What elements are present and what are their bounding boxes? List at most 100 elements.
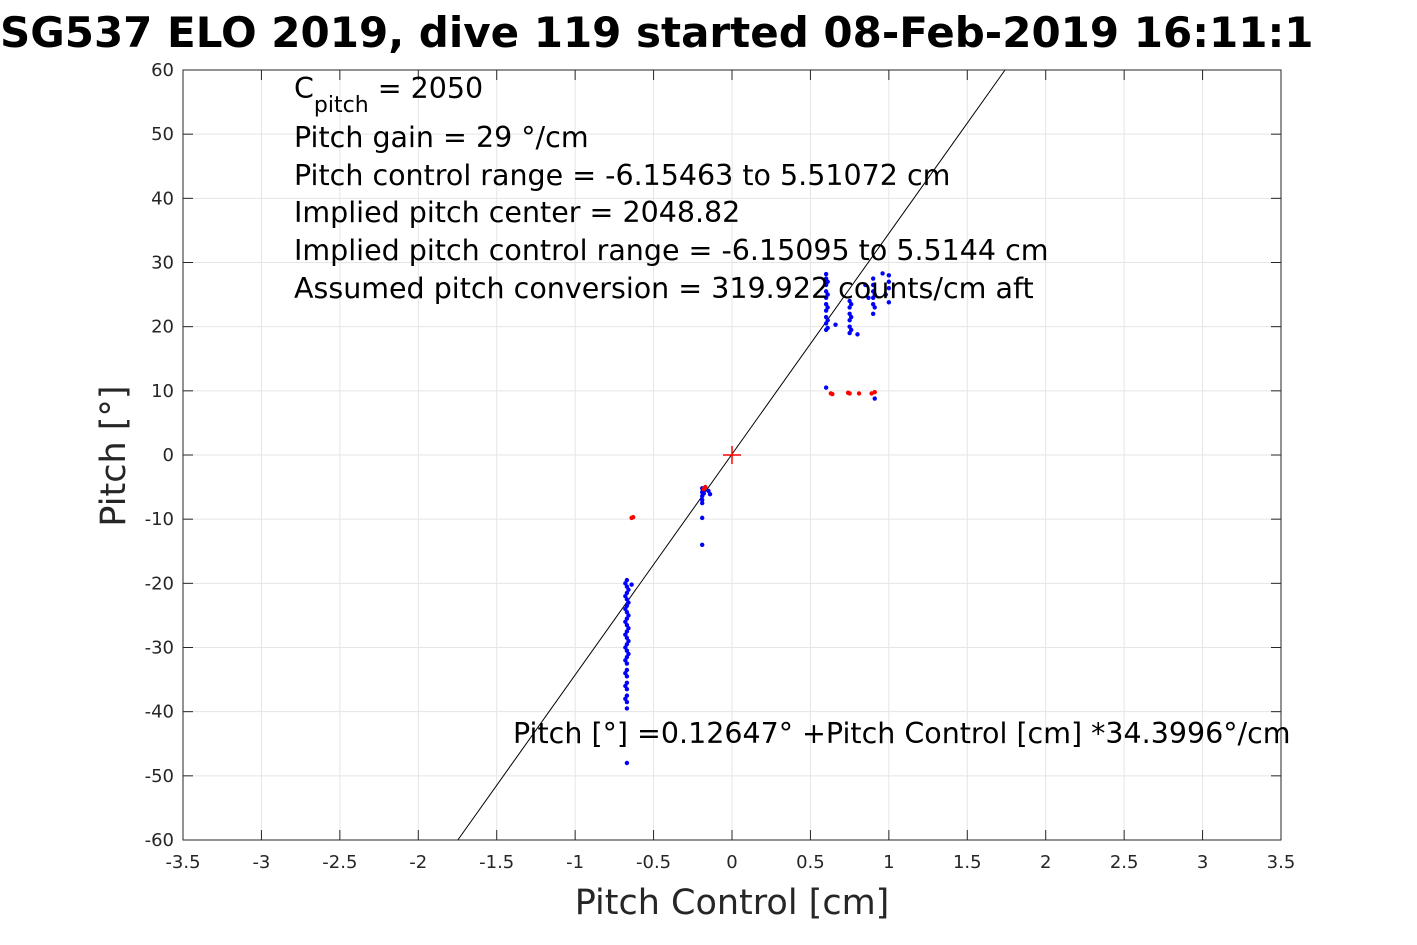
data-point: [623, 670, 628, 676]
data-point: [872, 305, 877, 310]
data-point: [870, 311, 876, 317]
data-point: [623, 632, 628, 637]
x-tick-label: -1: [566, 852, 584, 873]
y-tick-label: -40: [145, 702, 174, 723]
data-point: [707, 491, 713, 497]
data-point: [623, 696, 628, 702]
data-point: [624, 760, 630, 766]
annotation-line: Implied pitch control range = -6.15095 t…: [294, 234, 1049, 267]
data-point: [699, 497, 705, 503]
data-point: [699, 500, 705, 506]
data-point: [830, 391, 835, 397]
data-point: [880, 271, 885, 276]
data-point: [823, 271, 829, 277]
annotation-line: Pitch gain = 29 °/cm: [294, 121, 589, 154]
data-point: [626, 613, 631, 618]
data-point: [823, 385, 829, 390]
x-tick-label: 2.5: [1110, 852, 1139, 873]
data-point: [699, 542, 705, 548]
data-point: [856, 391, 862, 396]
x-tick-label: 1: [883, 852, 894, 873]
y-tick-label: 10: [151, 381, 174, 402]
c-pitch-subscript: pitch: [314, 93, 369, 118]
x-ticks: -3.5 -3 -2.5 -2 -1.5 -1 -0.5 0 0.5 1 1.5 2 2.5 3 3.5: [165, 70, 1295, 873]
y-axis-label: Pitch [°]: [94, 385, 134, 526]
data-point: [623, 593, 628, 599]
annotation-line: Assumed pitch conversion = 319.922 count…: [294, 272, 1034, 305]
data-point: [833, 322, 838, 327]
y-tick-label: 40: [151, 188, 174, 209]
x-tick-label: -2.5: [322, 852, 357, 873]
y-tick-label: -50: [145, 766, 174, 787]
x-tick-label: 0.5: [796, 852, 825, 873]
x-tick-label: -2: [409, 852, 427, 873]
data-point: [623, 658, 628, 663]
data-point: [629, 515, 634, 521]
data-point: [863, 282, 868, 288]
center-marker: [723, 446, 741, 464]
x-tick-label: -3: [252, 852, 270, 873]
y-tick-label: -20: [145, 573, 174, 594]
data-point: [623, 683, 628, 689]
y-tick-label: 60: [151, 60, 174, 81]
data-point: [626, 600, 631, 605]
x-tick-label: 0: [726, 852, 737, 873]
data-point: [886, 300, 892, 305]
y-tick-label: 50: [151, 124, 174, 145]
c-pitch-value: = 2050: [369, 72, 484, 105]
x-tick-label: -3.5: [165, 852, 200, 873]
data-point: [825, 305, 830, 310]
data-point: [699, 515, 705, 521]
data-point: [825, 318, 830, 323]
x-tick-label: -1.5: [479, 852, 514, 873]
data-point: [626, 626, 631, 631]
x-tick-label: 1.5: [953, 852, 982, 873]
data-point: [872, 389, 877, 395]
data-point: [870, 276, 876, 281]
data-point: [825, 292, 830, 297]
y-tick-label: -10: [145, 509, 174, 530]
data-point: [847, 391, 852, 396]
data-point: [849, 302, 854, 307]
data-points: [623, 271, 892, 766]
data-point: [872, 292, 877, 297]
data-point: [624, 706, 630, 711]
y-tick-label: 30: [151, 253, 174, 274]
data-point: [626, 651, 631, 657]
data-point: [886, 285, 892, 291]
data-point: [849, 327, 854, 333]
x-axis-label: Pitch Control [cm]: [575, 883, 890, 923]
y-ticks: -60 -50 -40 -30 -20 -10 0 10 20 30 40 50 60: [145, 60, 1281, 851]
data-point: [883, 292, 888, 297]
data-point: [701, 491, 706, 496]
data-point: [623, 645, 628, 650]
data-point: [886, 279, 892, 284]
data-point: [849, 314, 854, 320]
data-point: [825, 325, 830, 331]
annotation-block: Cpitch = 2050 Pitch gain = 29 °/cm Pitch…: [294, 72, 1291, 750]
data-point: [866, 295, 871, 300]
data-point: [872, 396, 877, 401]
x-tick-label: 3.5: [1267, 852, 1296, 873]
data-point: [626, 638, 631, 644]
c-pitch-base: C: [294, 72, 314, 105]
data-point: [623, 606, 628, 612]
data-point: [623, 619, 628, 625]
data-point: [623, 581, 628, 586]
x-tick-label: 3: [1197, 852, 1208, 873]
data-point: [701, 486, 706, 492]
annotation-line: Pitch control range = -6.15463 to 5.5107…: [294, 159, 950, 192]
data-point: [886, 273, 892, 278]
data-point: [870, 282, 876, 288]
c-pitch-annotation: Cpitch = 2050: [294, 72, 483, 118]
x-tick-label: 2: [1040, 852, 1051, 873]
data-point: [626, 587, 631, 592]
y-tick-label: 20: [151, 317, 174, 338]
data-point: [629, 582, 634, 587]
y-tick-label: 0: [163, 445, 174, 466]
data-point: [855, 332, 860, 337]
fit-equation: Pitch [°] =0.12647° +Pitch Control [cm] …: [513, 717, 1291, 750]
x-tick-label: -0.5: [636, 852, 671, 873]
data-point: [825, 279, 830, 284]
